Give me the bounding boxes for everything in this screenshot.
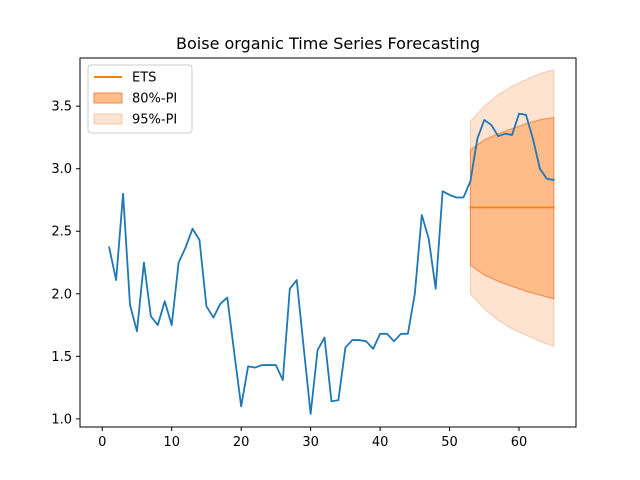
x-tick-label: 60 [511, 435, 528, 450]
y-tick-label: 1.0 [51, 412, 72, 427]
y-tick-label: 2.5 [51, 225, 72, 240]
y-tick-label: 1.5 [51, 350, 72, 365]
x-tick-label: 30 [302, 435, 319, 450]
x-tick-label: 40 [372, 435, 389, 450]
axes-layer: 0 10 20 30 40 50 60 1.0 1.5 2.0 2.5 3.0 3.5 [51, 57, 577, 450]
legend-swatch-band [93, 113, 123, 125]
lines-layer [108, 112, 555, 415]
y-tick-label: 2.0 [51, 287, 72, 302]
y-tick-label: 3.0 [51, 162, 72, 177]
legend-label: 80%-PI [132, 92, 177, 107]
chart-title: Boise organic Time Series Forecasting [176, 34, 480, 53]
plot-frame [79, 57, 577, 428]
x-tick-label: 20 [233, 435, 250, 450]
legend: ETS 80%-PI 95%-PI [87, 64, 193, 134]
legend-swatch-band [93, 92, 123, 104]
legend-label: ETS [132, 71, 156, 86]
observed-line [108, 112, 555, 415]
x-tick-label: 0 [98, 435, 106, 450]
x-tick-label: 10 [163, 435, 180, 450]
legend-label: 95%-PI [132, 113, 177, 128]
y-tick-label: 3.5 [51, 100, 72, 115]
x-tick-label: 50 [441, 435, 458, 450]
